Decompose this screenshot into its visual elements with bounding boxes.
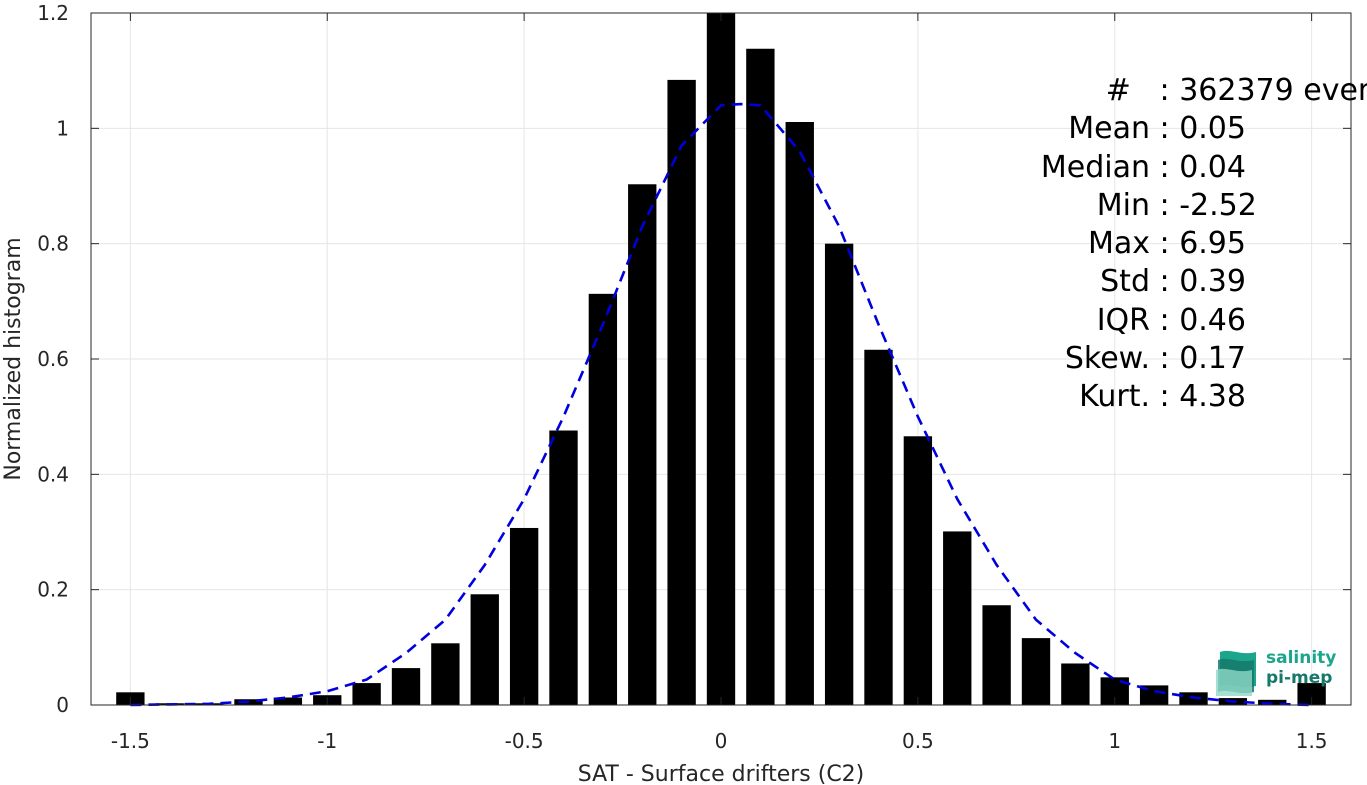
stat-key: Min xyxy=(1096,187,1150,223)
histogram-bar xyxy=(943,531,972,705)
salinity-pi-mep-logo: salinity pi-mep xyxy=(1216,646,1346,696)
stat-value: 0.17 xyxy=(1179,341,1246,377)
y-tick-label: 1 xyxy=(56,116,69,140)
histogram-bar xyxy=(903,436,933,705)
stat-row-count: # : 362379 events xyxy=(900,72,1367,110)
histogram-bar xyxy=(391,668,421,705)
y-axis-label: Normalized histogram xyxy=(1,237,26,480)
axes-box xyxy=(90,12,1352,706)
stat-row-kurt: Kurt. : 4.38 xyxy=(900,378,1290,416)
stat-key: Mean xyxy=(1068,111,1150,147)
y-tick-label: 0.6 xyxy=(37,347,69,371)
stat-row-skew: Skew. : 0.17 xyxy=(900,340,1290,378)
histogram-bar xyxy=(706,13,736,705)
stat-value: 0.46 xyxy=(1179,302,1246,338)
x-tick-label: -1.5 xyxy=(111,729,150,753)
y-tick-label: 0.4 xyxy=(37,462,69,486)
histogram-bar xyxy=(509,527,539,705)
histogram-bar xyxy=(628,184,657,705)
histogram-bar xyxy=(1258,699,1287,705)
stat-value: 0.05 xyxy=(1179,111,1246,147)
stat-value: 6.95 xyxy=(1179,226,1246,262)
x-tick-label: 0.5 xyxy=(902,729,934,753)
y-tick-labels: 0 0.2 0.4 0.6 0.8 1 1.2 xyxy=(37,1,69,717)
histogram-bar xyxy=(1061,663,1090,705)
statistics-box: # : 362379 events Mean : 0.05 Median : 0… xyxy=(900,72,1367,417)
x-tick-labels: -1.5 -1 -0.5 0 0.5 1 1.5 xyxy=(111,729,1328,753)
logo-text: salinity pi-mep xyxy=(1266,648,1336,688)
histogram-bar xyxy=(746,48,775,705)
histogram-bar xyxy=(1297,683,1326,705)
stat-row-min: Min : -2.52 xyxy=(900,187,1290,225)
histogram-bar xyxy=(667,79,696,706)
logo-line-1: salinity xyxy=(1266,648,1337,668)
histogram-bar xyxy=(588,293,618,705)
x-tick-label: 1 xyxy=(1108,729,1121,753)
stat-key: Std xyxy=(1100,264,1150,300)
x-tick-label: -1 xyxy=(317,729,337,753)
stat-key: Kurt. xyxy=(1079,379,1150,415)
x-axis-label: SAT - Surface drifters (C2) xyxy=(578,762,865,785)
x-tick-label: -0.5 xyxy=(505,729,544,753)
stat-row-std: Std : 0.39 xyxy=(900,263,1290,301)
stat-value: -2.52 xyxy=(1179,187,1257,223)
y-tick-label: 0.2 xyxy=(37,578,69,602)
stat-key: Median xyxy=(1040,149,1150,185)
histogram-bar xyxy=(352,683,381,705)
x-tick-label: 1.5 xyxy=(1296,729,1328,753)
histogram-bar xyxy=(785,121,814,706)
stat-value: 4.38 xyxy=(1179,379,1246,415)
stat-row-iqr: IQR : 0.46 xyxy=(900,302,1290,340)
logo-line-2: pi-mep xyxy=(1266,668,1333,688)
stat-key: IQR xyxy=(1096,302,1150,338)
logo-wave-icon xyxy=(1216,650,1256,696)
histogram-bars xyxy=(116,13,1326,706)
y-tick-label: 0.8 xyxy=(37,232,69,256)
stat-row-mean: Mean : 0.05 xyxy=(900,110,1290,148)
stat-row-median: Median : 0.04 xyxy=(900,149,1290,187)
stat-key: Skew. xyxy=(1064,341,1150,377)
y-tick-label: 1.2 xyxy=(37,1,69,25)
stat-row-max: Max : 6.95 xyxy=(900,225,1290,263)
stat-key: Max xyxy=(1087,226,1150,262)
histogram-bar xyxy=(431,643,460,705)
fit-curve xyxy=(130,102,1312,707)
histogram-bar xyxy=(1021,638,1051,705)
histogram-bar xyxy=(549,430,578,705)
histogram-bar xyxy=(824,243,854,705)
stat-value: 0.04 xyxy=(1179,149,1246,185)
y-tick-label: 0 xyxy=(56,693,69,717)
stat-value: 0.39 xyxy=(1179,264,1246,300)
x-tick-label: 0 xyxy=(715,729,728,753)
histogram-bar xyxy=(470,594,499,705)
histogram-bar xyxy=(273,697,303,705)
stat-value: 362379 events xyxy=(1179,73,1367,108)
stat-key: # xyxy=(1105,73,1150,108)
histogram-bar xyxy=(982,605,1011,705)
histogram-bar xyxy=(864,349,893,705)
